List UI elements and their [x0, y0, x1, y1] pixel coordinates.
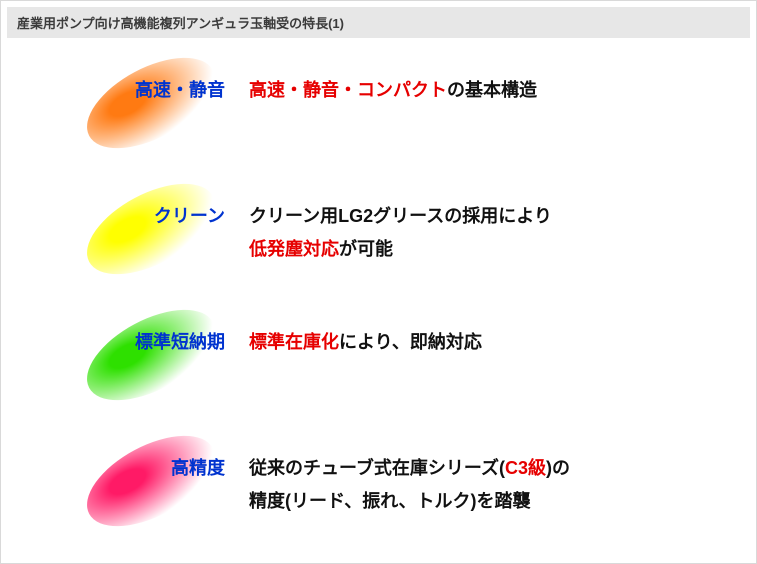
feature-description: クリーン用LG2グリースの採用により 低発塵対応が可能: [249, 200, 716, 267]
feature-description: 標準在庫化により、即納対応: [249, 326, 716, 359]
feature-list: 高速・静音 高速・静音・コンパクトの基本構造 クリーン クリーン用LG2グリース…: [31, 58, 726, 526]
feature-desc-highlight: 低発塵対応: [249, 239, 339, 259]
feature-desc-text: 従来のチューブ式在庫シリーズ(: [249, 458, 505, 478]
feature-ellipse-wrap: [71, 58, 231, 148]
feature-row: 標準短納期 標準在庫化により、即納対応: [31, 310, 726, 400]
feature-desc-text: 精度(リード、振れ、トルク)を踏襲: [249, 491, 530, 511]
feature-ellipse: [73, 165, 229, 293]
feature-desc-text: が可能: [339, 239, 393, 259]
feature-row: 高速・静音 高速・静音・コンパクトの基本構造: [31, 58, 726, 148]
feature-ellipse: [73, 39, 229, 167]
feature-label: 標準短納期: [71, 328, 231, 354]
feature-desc-highlight: 標準在庫化: [249, 332, 339, 352]
feature-ellipse-wrap: [71, 184, 231, 274]
page-root: 産業用ポンプ向け高機能複列アンギュラ玉軸受の特長(1) 高速・静音 高速・静音・…: [0, 0, 757, 564]
feature-row: クリーン クリーン用LG2グリースの採用により 低発塵対応が可能: [31, 184, 726, 274]
feature-ellipse: [73, 291, 229, 419]
feature-desc-highlight: 高速・静音・コンパクト: [249, 80, 447, 100]
feature-desc-highlight: C3級: [505, 458, 546, 478]
feature-description: 高速・静音・コンパクトの基本構造: [249, 74, 716, 107]
feature-ellipse-wrap: [71, 310, 231, 400]
feature-desc-text: )の: [546, 458, 570, 478]
feature-label: 高速・静音: [71, 76, 231, 102]
feature-desc-text: の基本構造: [447, 80, 537, 100]
feature-desc-text: により、即納対応: [339, 332, 482, 352]
feature-label: 高精度: [71, 454, 231, 480]
title-bar: 産業用ポンプ向け高機能複列アンギュラ玉軸受の特長(1): [7, 7, 750, 38]
feature-desc-text: クリーン用LG2グリースの採用により: [249, 206, 552, 226]
feature-ellipse-wrap: [71, 436, 231, 526]
feature-label: クリーン: [71, 202, 231, 228]
feature-ellipse: [73, 417, 229, 545]
feature-row: 高精度 従来のチューブ式在庫シリーズ(C3級)の 精度(リード、振れ、トルク)を…: [31, 436, 726, 526]
feature-description: 従来のチューブ式在庫シリーズ(C3級)の 精度(リード、振れ、トルク)を踏襲: [249, 452, 716, 519]
